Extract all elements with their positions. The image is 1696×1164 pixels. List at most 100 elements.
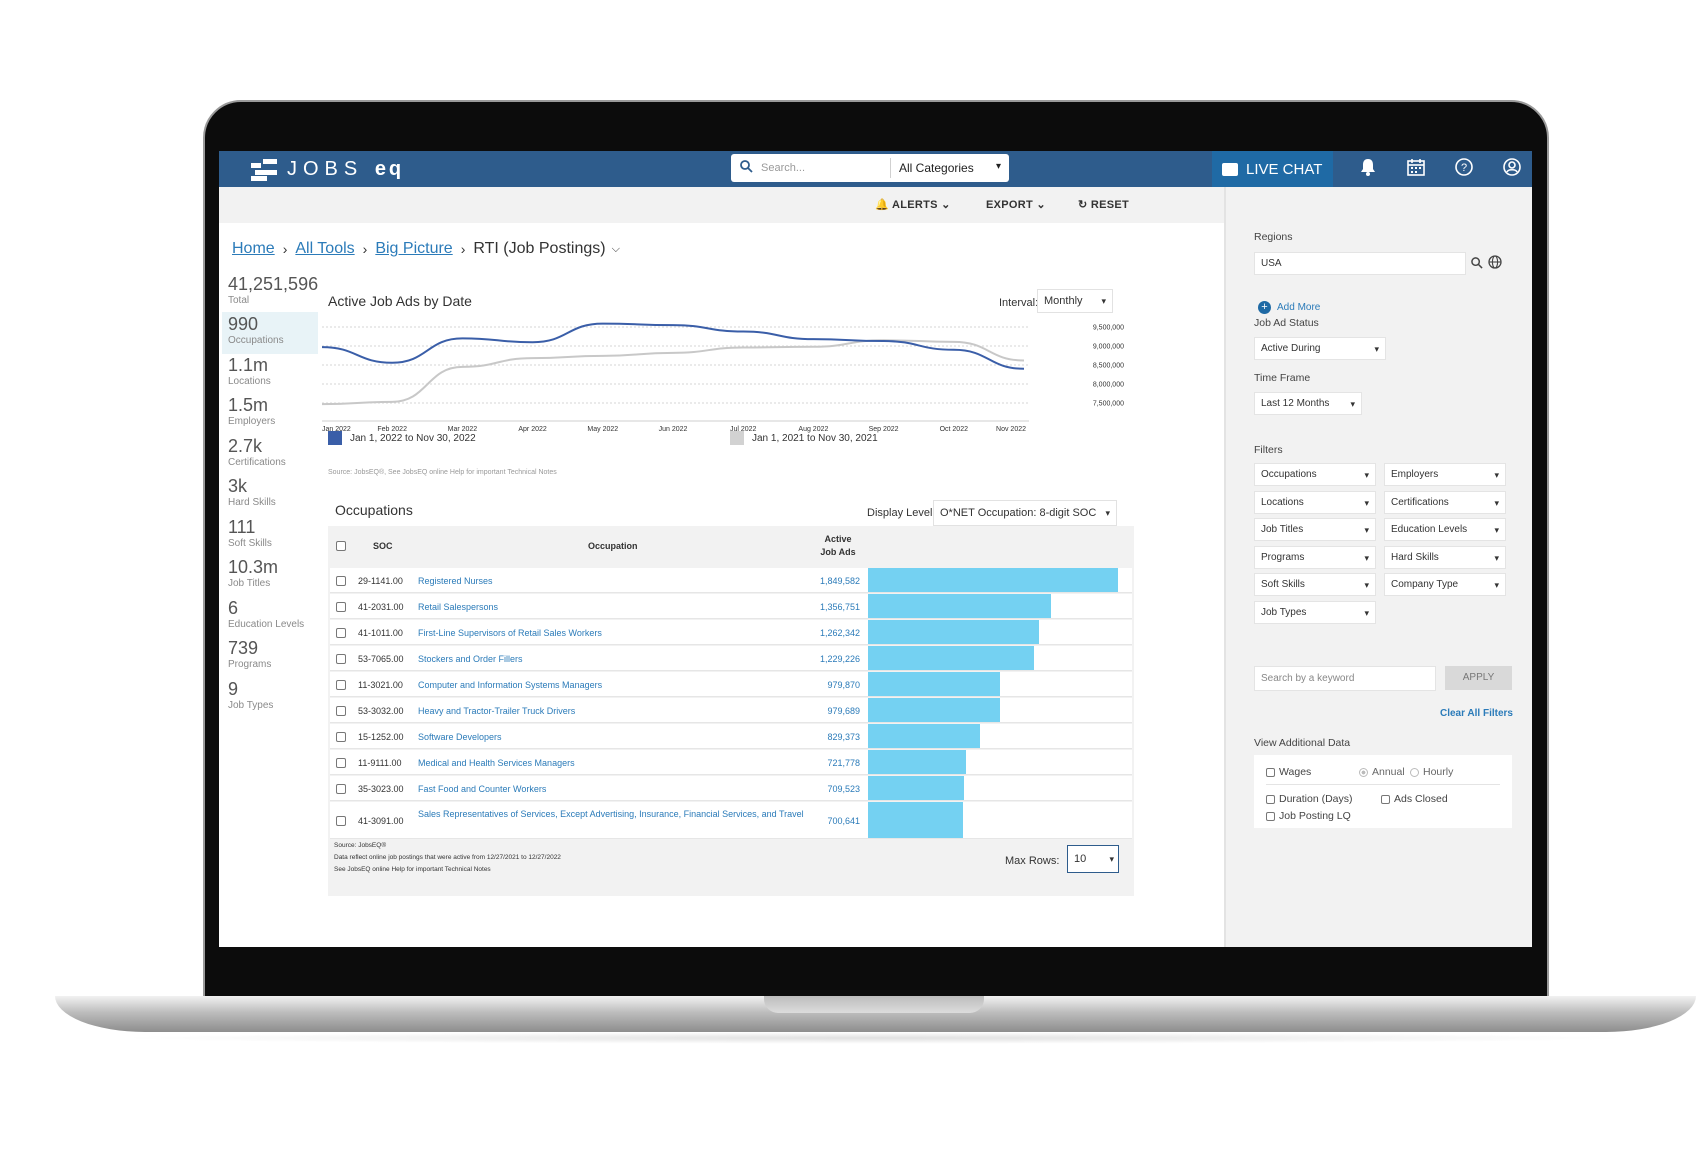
row-checkbox[interactable] xyxy=(336,575,346,586)
ads-header-line2[interactable]: Job Ads xyxy=(820,547,856,557)
user-icon[interactable] xyxy=(1488,157,1532,181)
add-more-regions[interactable]: + Add More xyxy=(1258,301,1320,314)
max-rows-select[interactable]: 10 xyxy=(1067,845,1119,873)
stat-job-titles[interactable]: 10.3m Job Titles xyxy=(222,555,318,597)
plus-circle-icon: + xyxy=(1258,301,1271,314)
series-line[interactable] xyxy=(321,322,1025,370)
filter-programs[interactable]: Programs xyxy=(1254,545,1376,569)
region-input[interactable]: USA xyxy=(1254,252,1466,275)
row-checkbox[interactable] xyxy=(336,627,346,638)
help-icon[interactable]: ? xyxy=(1440,157,1488,181)
stat-occupations[interactable]: 990 Occupations xyxy=(222,312,318,354)
row-checkbox[interactable] xyxy=(336,653,346,664)
row-ads-link[interactable]: 721,778 xyxy=(827,757,860,768)
keyword-search-input[interactable]: Search by a keyword xyxy=(1254,666,1436,691)
series-line[interactable] xyxy=(321,339,1025,406)
select-all-checkbox[interactable] xyxy=(336,541,346,551)
row-occupation-link[interactable]: Medical and Health Services Managers xyxy=(418,758,575,768)
stat-education-levels[interactable]: 6 Education Levels xyxy=(222,596,318,638)
filter-occupations[interactable]: Occupations xyxy=(1254,463,1376,486)
apply-button[interactable]: APPLY xyxy=(1445,666,1512,690)
ads-header-line1[interactable]: Active xyxy=(824,534,852,544)
row-occupation-link[interactable]: Fast Food and Counter Workers xyxy=(418,784,547,794)
row-occupation-link[interactable]: Heavy and Tractor-Trailer Truck Drivers xyxy=(418,706,576,716)
row-checkbox[interactable] xyxy=(336,601,346,612)
stat-label: Hard Skills xyxy=(228,497,276,508)
export-button[interactable]: EXPORT ⌄ xyxy=(986,198,1046,211)
legend-item[interactable]: Jan 1, 2022 to Nov 30, 2022 xyxy=(328,431,476,445)
filter-locations[interactable]: Locations xyxy=(1254,490,1376,514)
row-occupation-link[interactable]: First-Line Supervisors of Retail Sales W… xyxy=(418,628,602,638)
row-occupation-link[interactable]: Sales Representatives of Services, Excep… xyxy=(418,809,804,819)
filter-company-type[interactable]: Company Type xyxy=(1384,573,1506,597)
legend-item[interactable]: Jan 1, 2021 to Nov 30, 2021 xyxy=(730,431,878,445)
breadcrumb-home[interactable]: Home xyxy=(232,240,275,257)
wages-checkbox[interactable]: Wages xyxy=(1266,766,1311,778)
search-icon[interactable] xyxy=(1471,256,1483,274)
category-select[interactable]: All Categories xyxy=(891,161,1009,175)
alerts-button[interactable]: 🔔 ALERTS ⌄ xyxy=(875,198,951,211)
duration-checkbox[interactable]: Duration (Days) xyxy=(1266,793,1353,805)
soc-header[interactable]: SOC xyxy=(373,541,393,551)
lq-checkbox[interactable]: Job Posting LQ xyxy=(1266,810,1351,822)
row-occupation-link[interactable]: Computer and Information Systems Manager… xyxy=(418,680,603,690)
row-occupation-link[interactable]: Retail Salespersons xyxy=(418,602,499,612)
row-checkbox[interactable] xyxy=(336,783,346,794)
row-checkbox[interactable] xyxy=(336,815,346,826)
reset-button[interactable]: ↻ RESET xyxy=(1078,198,1129,211)
filter-education-levels[interactable]: Education Levels xyxy=(1384,518,1506,542)
display-level-select[interactable]: O*NET Occupation: 8-digit SOC xyxy=(933,500,1117,526)
stat-employers[interactable]: 1.5m Employers xyxy=(222,393,318,435)
breadcrumb-big-picture[interactable]: Big Picture xyxy=(375,240,453,257)
row-ads-link[interactable]: 829,373 xyxy=(827,731,860,742)
occupation-header[interactable]: Occupation xyxy=(588,541,638,551)
filter-job-types[interactable]: Job Types xyxy=(1254,601,1376,624)
search-input[interactable]: Search... xyxy=(761,158,891,178)
row-soc: 35-3023.00 xyxy=(358,783,404,794)
status-select[interactable]: Active During xyxy=(1254,337,1386,360)
calendar-icon[interactable] xyxy=(1392,158,1440,181)
filter-certifications[interactable]: Certifications xyxy=(1384,490,1506,514)
row-ads-link[interactable]: 979,870 xyxy=(827,679,860,690)
row-ads-link[interactable]: 1,262,342 xyxy=(819,627,860,638)
stat-locations[interactable]: 1.1m Locations xyxy=(222,353,318,395)
global-search[interactable]: Search... All Categories xyxy=(731,154,1009,182)
stat-soft-skills[interactable]: 111 Soft Skills xyxy=(222,515,318,557)
interval-select[interactable]: Monthly xyxy=(1037,289,1113,313)
row-ads-link[interactable]: 700,641 xyxy=(827,815,860,826)
live-chat-button[interactable]: LIVE CHAT xyxy=(1212,151,1333,187)
row-checkbox[interactable] xyxy=(336,705,346,716)
annual-radio[interactable]: Annual xyxy=(1359,766,1405,778)
breadcrumb-all-tools[interactable]: All Tools xyxy=(295,240,355,257)
row-checkbox[interactable] xyxy=(336,731,346,742)
filter-job-titles[interactable]: Job Titles xyxy=(1254,518,1376,542)
hourly-radio[interactable]: Hourly xyxy=(1410,766,1453,778)
row-ads-link[interactable]: 1,849,582 xyxy=(819,575,860,586)
row-ads-link[interactable]: 709,523 xyxy=(827,783,860,794)
clear-filters-link[interactable]: Clear All Filters xyxy=(1440,708,1513,719)
row-ads-link[interactable]: 1,229,226 xyxy=(819,653,860,664)
row-checkbox[interactable] xyxy=(336,757,346,768)
row-occupation-link[interactable]: Stockers and Order Fillers xyxy=(418,654,523,664)
stat-hard-skills[interactable]: 3k Hard Skills xyxy=(222,474,318,516)
jobseq-logo[interactable]: JOBS eq xyxy=(251,158,404,181)
timeframe-select[interactable]: Last 12 Months xyxy=(1254,392,1362,415)
row-ads-link[interactable]: 1,356,751 xyxy=(819,601,860,612)
row-ads-link[interactable]: 979,689 xyxy=(827,705,860,716)
stat-certifications[interactable]: 2.7k Certifications xyxy=(222,434,318,476)
stat-label: Employers xyxy=(228,416,276,427)
filter-hard-skills[interactable]: Hard Skills xyxy=(1384,545,1506,569)
breadcrumb-current[interactable]: RTI (Job Postings) xyxy=(473,240,606,257)
y-tick-label: 9,500,000 xyxy=(1093,325,1124,332)
filter-soft-skills[interactable]: Soft Skills xyxy=(1254,573,1376,597)
ads-closed-checkbox[interactable]: Ads Closed xyxy=(1381,793,1448,805)
stat-job-types[interactable]: 9 Job Types xyxy=(222,677,318,719)
row-checkbox[interactable] xyxy=(336,679,346,690)
row-occupation-link[interactable]: Registered Nurses xyxy=(418,576,493,586)
filter-employers[interactable]: Employers xyxy=(1384,463,1506,486)
row-occupation-link[interactable]: Software Developers xyxy=(418,732,502,742)
bell-icon[interactable] xyxy=(1344,158,1392,181)
globe-icon[interactable] xyxy=(1488,255,1502,274)
stat-programs[interactable]: 739 Programs xyxy=(222,636,318,678)
chevron-down-icon[interactable]: ⌵ xyxy=(611,242,620,255)
